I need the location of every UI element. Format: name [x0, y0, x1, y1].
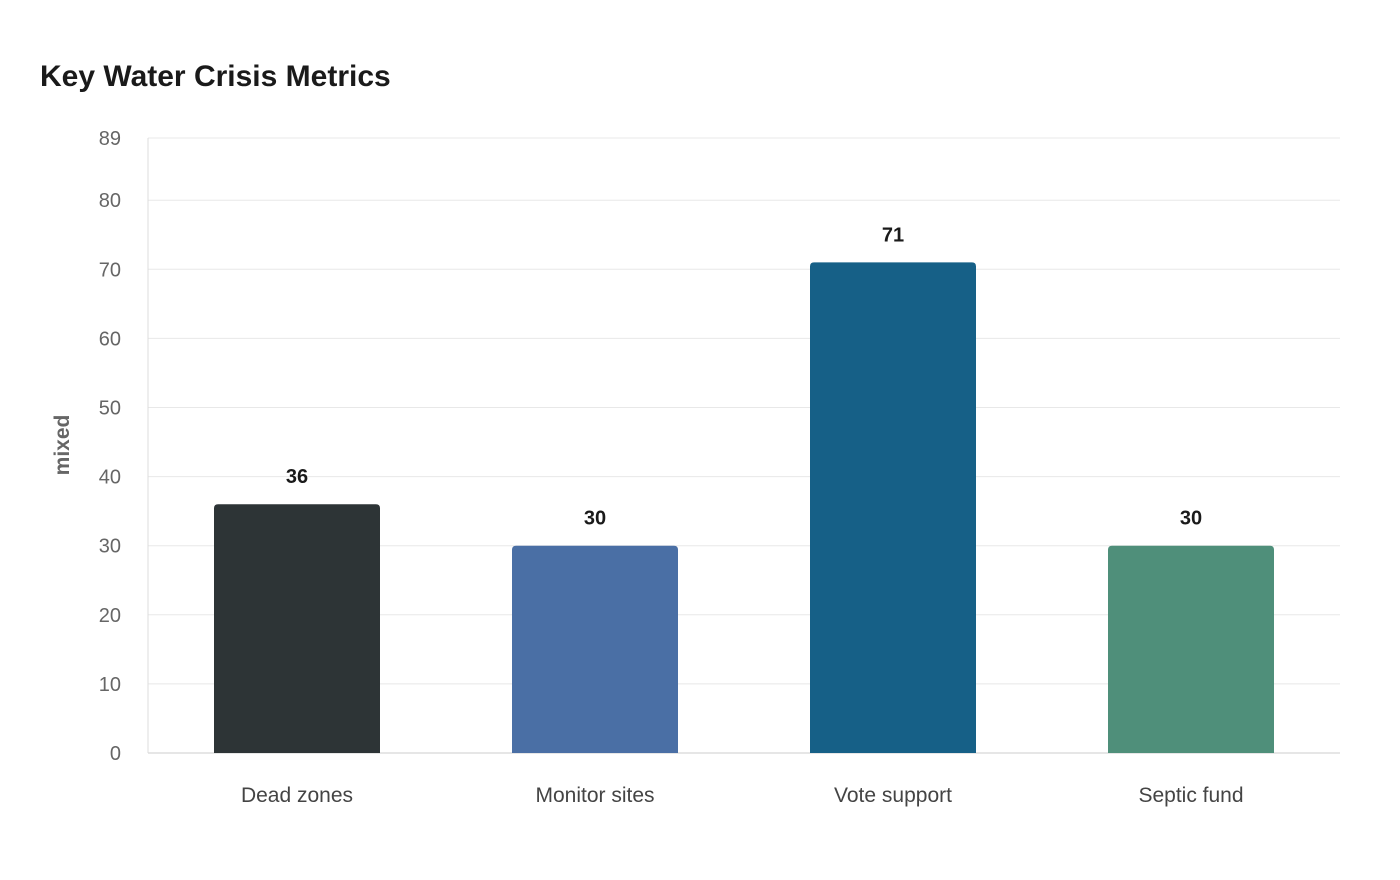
bar — [214, 504, 380, 753]
bar — [810, 262, 976, 753]
x-tick-label: Dead zones — [241, 784, 353, 807]
data-label: 30 — [584, 508, 606, 530]
y-tick-label: 50 — [99, 397, 121, 419]
y-tick-label: 20 — [99, 605, 121, 627]
chart-title: Key Water Crisis Metrics — [40, 60, 391, 93]
y-tick-label: 80 — [99, 190, 121, 212]
data-label: 36 — [286, 466, 308, 488]
y-tick-label: 89 — [99, 128, 121, 150]
y-tick-label: 30 — [99, 536, 121, 558]
bar — [512, 545, 678, 753]
x-tick-label: Septic fund — [1138, 784, 1243, 807]
y-tick-label: 0 — [110, 743, 121, 765]
y-tick-label: 60 — [99, 328, 121, 350]
x-tick-label: Monitor sites — [535, 784, 654, 807]
data-label: 30 — [1180, 508, 1202, 530]
y-tick-label: 10 — [99, 674, 121, 696]
x-tick-label: Vote support — [834, 784, 952, 807]
bar — [1108, 545, 1274, 753]
data-label: 71 — [882, 224, 904, 246]
y-tick-label: 40 — [99, 467, 121, 489]
y-tick-label: 70 — [99, 259, 121, 281]
